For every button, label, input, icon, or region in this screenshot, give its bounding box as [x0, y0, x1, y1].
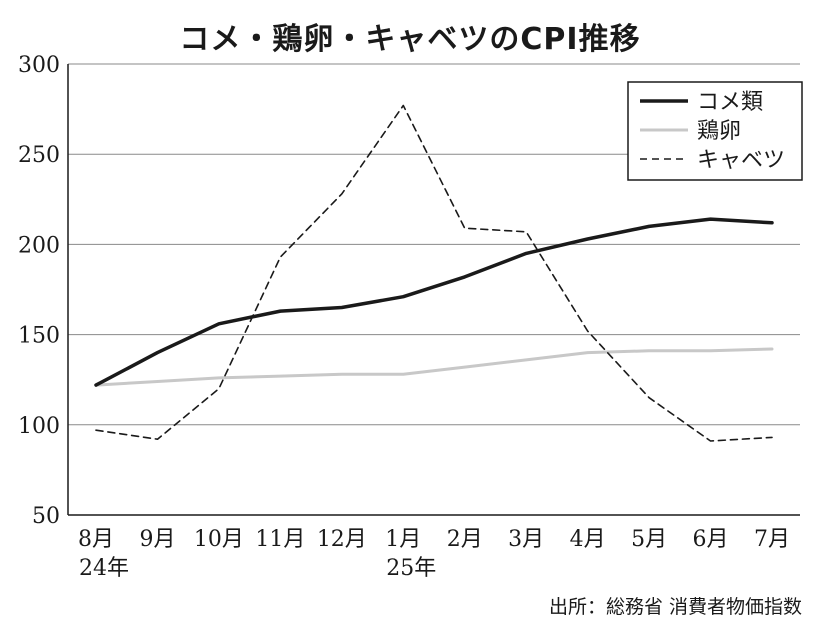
axes	[67, 64, 800, 516]
x-tick-year-label: 25年	[386, 556, 436, 581]
y-tick-label: 100	[18, 414, 60, 439]
x-tick-label: 8月	[78, 527, 114, 552]
x-axis-ticks: 8月 24年 9月 10月 11月 12月 1月 25年 2月 3月 4月 5月 6月 7月	[78, 527, 790, 581]
series-line-1	[94, 347, 774, 387]
x-tick-label: 11月	[255, 527, 305, 552]
y-tick-label: 50	[32, 504, 60, 529]
y-axis-ticks: 50 100 150 200 250 300	[18, 53, 60, 529]
series-lines	[94, 104, 774, 442]
y-tick-label: 200	[18, 233, 60, 258]
x-tick-label: 9月	[139, 527, 175, 552]
chart-title: コメ・鶏卵・キャベツのCPI推移	[179, 22, 641, 57]
x-tick-label: 7月	[754, 527, 790, 552]
x-tick-label: 1月	[385, 527, 421, 552]
y-tick-label: 150	[18, 324, 60, 349]
legend-label: キャベツ	[697, 148, 785, 173]
x-tick-label: 5月	[631, 527, 667, 552]
x-tick-label: 4月	[570, 527, 606, 552]
x-tick-label: 10月	[194, 527, 244, 552]
x-tick-label: 6月	[693, 527, 729, 552]
y-tick-label: 300	[18, 53, 60, 78]
series-line-2	[95, 104, 773, 442]
legend-label: 鶏卵	[697, 119, 741, 144]
grid-lines	[68, 63, 800, 426]
x-tick-year-label: 24年	[79, 556, 129, 581]
y-tick-label: 250	[18, 143, 60, 168]
series-line-0	[94, 217, 774, 387]
legend-label: コメ類	[697, 90, 763, 115]
x-tick-label: 12月	[317, 527, 367, 552]
x-tick-label: 2月	[447, 527, 483, 552]
source-note: 出所：総務省 消費者物価指数	[548, 596, 802, 618]
x-tick-label: 3月	[508, 527, 544, 552]
